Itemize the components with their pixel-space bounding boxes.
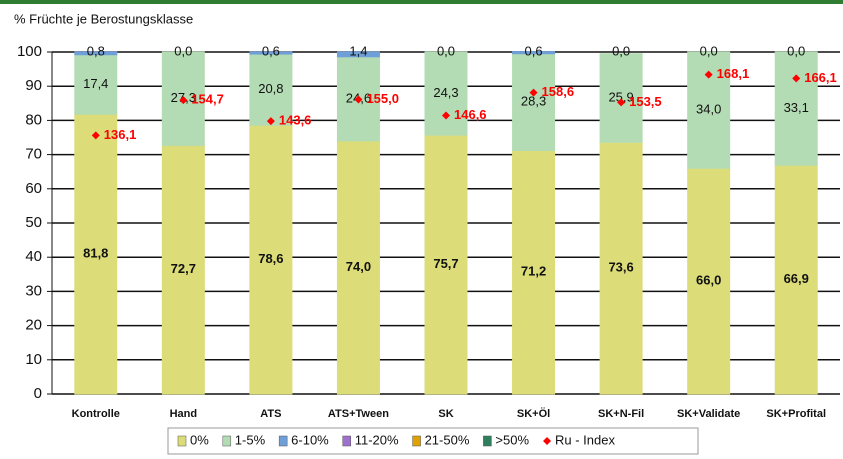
ru-label: 168,1 xyxy=(717,66,750,81)
bar-segment xyxy=(424,134,468,395)
legend-label: 6-10% xyxy=(291,432,329,447)
data-label: 0,0 xyxy=(174,43,192,58)
x-tick-label: SK+N-Fil xyxy=(598,408,644,420)
data-label: 34,0 xyxy=(696,102,721,117)
y-tick-label: 80 xyxy=(25,111,42,128)
data-label: 72,7 xyxy=(171,261,196,276)
legend-label: 21-50% xyxy=(425,432,470,447)
x-tick-label: SK+Profital xyxy=(766,408,826,420)
bar-segment xyxy=(687,167,731,395)
data-label: 74,0 xyxy=(346,259,371,274)
data-label: 0,0 xyxy=(700,43,718,58)
ru-label: 143,6 xyxy=(279,113,312,128)
x-tick-label: Hand xyxy=(170,408,198,420)
legend-swatch xyxy=(342,435,351,447)
data-label: 33,1 xyxy=(784,100,809,115)
ru-label: 146,6 xyxy=(454,107,487,122)
ru-marker xyxy=(179,96,188,105)
data-label: 71,2 xyxy=(521,264,546,279)
x-tick-label: SK xyxy=(438,408,453,420)
y-tick-label: 0 xyxy=(34,385,42,402)
data-label: 0,8 xyxy=(87,43,105,58)
y-tick-label: 30 xyxy=(25,282,42,299)
bar-segment xyxy=(774,51,818,166)
legend-swatch xyxy=(222,435,232,447)
data-label: 25,9 xyxy=(608,89,633,104)
x-tick-label: SK+Öl xyxy=(517,407,550,420)
y-tick-label: 40 xyxy=(25,248,42,265)
data-label: 66,0 xyxy=(696,273,721,288)
bar-segment xyxy=(74,113,118,395)
data-label: 24,3 xyxy=(433,85,458,100)
ru-marker xyxy=(704,70,713,79)
data-label: 0,6 xyxy=(262,43,280,58)
ru-marker xyxy=(792,74,801,83)
data-label: 66,9 xyxy=(784,271,809,286)
data-label: 1,4 xyxy=(349,43,367,58)
ru-marker xyxy=(91,131,100,140)
legend-swatch xyxy=(483,435,492,447)
x-tick-label: ATS+Tween xyxy=(328,408,389,420)
legend-label: Ru - Index xyxy=(555,432,615,447)
legend-box xyxy=(167,427,699,455)
ru-marker xyxy=(529,88,538,97)
bar-segment xyxy=(512,51,556,55)
bar-segment xyxy=(424,51,468,136)
ru-marker xyxy=(442,111,450,120)
ru-label: 158,6 xyxy=(542,84,575,99)
legend-label: 1-5% xyxy=(235,432,266,447)
legend-swatch xyxy=(278,435,288,447)
data-label: 73,6 xyxy=(608,260,633,275)
bar-segment xyxy=(599,53,643,143)
x-tick-label: SK+Validate xyxy=(677,408,740,420)
legend-swatch xyxy=(177,435,187,447)
data-label: 78,6 xyxy=(258,251,283,266)
data-label: 75,7 xyxy=(433,256,458,271)
bar-segment xyxy=(774,164,818,395)
data-label: 17,4 xyxy=(83,76,108,91)
y-tick-label: 60 xyxy=(25,180,42,197)
ru-label: 166,1 xyxy=(804,70,837,85)
bar-segment xyxy=(249,53,293,126)
legend-label: 0% xyxy=(190,432,209,447)
ru-marker xyxy=(617,98,626,107)
ru-marker xyxy=(266,117,275,126)
data-label: 81,8 xyxy=(83,246,108,261)
bar-segment xyxy=(336,140,380,395)
legend-label: >50% xyxy=(495,432,529,447)
bar-segment xyxy=(74,51,118,56)
data-label: 0,6 xyxy=(525,43,543,58)
bar-segment xyxy=(249,51,293,55)
ru-marker xyxy=(354,95,363,104)
legend-label: 11-20% xyxy=(355,432,399,447)
y-tick-label: 20 xyxy=(25,317,42,334)
data-label: 0,0 xyxy=(612,43,630,58)
legend-swatch xyxy=(412,435,421,447)
legend-marker xyxy=(543,437,552,445)
bar-segment xyxy=(512,149,556,395)
y-tick-label: 70 xyxy=(25,146,42,163)
ru-label: 136,1 xyxy=(104,127,137,142)
y-tick-label: 50 xyxy=(25,214,42,231)
y-tick-label: 90 xyxy=(25,77,42,94)
y-tick-label: 10 xyxy=(25,351,42,368)
x-tick-label: Kontrolle xyxy=(72,408,120,420)
data-label: 28,3 xyxy=(521,94,546,109)
bar-segment xyxy=(336,51,380,58)
top-border xyxy=(0,0,843,4)
chart-title: % Früchte je Berostungsklasse xyxy=(14,11,193,26)
data-label: 20,8 xyxy=(258,81,283,96)
data-label: 0,0 xyxy=(787,43,805,58)
ru-label: 155,0 xyxy=(366,91,399,106)
x-tick-label: ATS xyxy=(260,408,281,420)
y-tick-label: 100 xyxy=(17,43,42,60)
bar-segment xyxy=(512,53,556,151)
bar-segment xyxy=(599,141,643,395)
ru-label: 153,5 xyxy=(629,94,662,109)
data-label: 0,0 xyxy=(437,43,455,58)
ru-label: 154,7 xyxy=(191,92,224,107)
